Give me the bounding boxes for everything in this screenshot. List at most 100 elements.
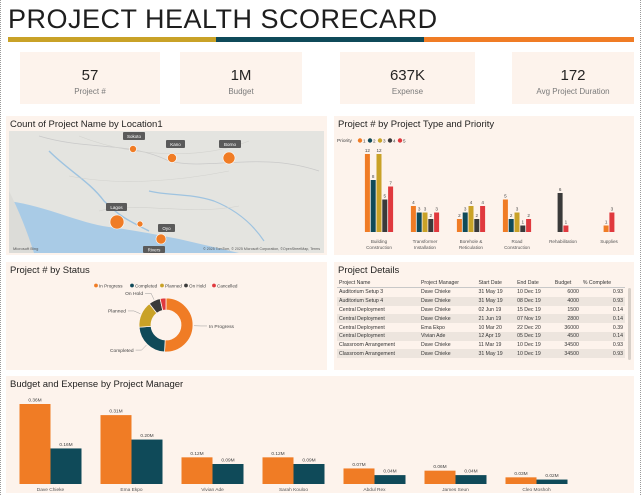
bubble-borno[interactable] — [222, 151, 236, 165]
bar-borehole-reticulation-p4[interactable] — [474, 219, 480, 232]
bar-budget-dave-chieke[interactable] — [19, 404, 51, 484]
priority-legend-dot-2[interactable] — [367, 138, 373, 143]
map-panel[interactable]: Count of Project Name by Location1 Sokot… — [6, 116, 327, 255]
table-scrollbar[interactable] — [628, 288, 631, 360]
bar-rehabilitation-p5[interactable] — [563, 225, 569, 233]
bar-building-construction-p2[interactable] — [370, 180, 376, 232]
bubble-lagos[interactable] — [109, 214, 125, 230]
budget-expense-panel[interactable]: Budget and Expense by Project Manager 0.… — [6, 376, 634, 493]
kpi-card-budget[interactable]: 1M Budget — [180, 52, 302, 104]
kpi-card-projects[interactable]: 57 Project # — [20, 52, 160, 104]
bar-data-label: 4 — [481, 200, 484, 205]
kpi-card-duration[interactable]: 172 Avg Project Duration — [512, 52, 634, 104]
table-row[interactable]: Central Deployment Vivian Ade 12 Apr 19 05 … — [337, 331, 625, 341]
col-complete[interactable]: % Complete — [580, 279, 625, 288]
col-project-manager[interactable]: Project Manager — [418, 279, 477, 288]
status-donut[interactable] — [138, 297, 194, 353]
bar-rehabilitation-p4[interactable] — [557, 193, 563, 232]
bar-budget-cleo-moshoh[interactable] — [505, 477, 537, 484]
bar-building-construction-p4[interactable] — [382, 199, 388, 233]
table-row[interactable]: Auditorium Setup 4 Dave Chieke 31 May 19 08… — [337, 296, 625, 306]
kpi-card-expense[interactable]: 637K Expense — [340, 52, 475, 104]
bar-transformer-installation-p4[interactable] — [428, 219, 434, 232]
table-row[interactable]: Central Deployment Dave Chieke 02 Jun 19 15… — [339, 306, 623, 313]
priority-legend-dot-5[interactable] — [397, 138, 403, 143]
bar-borehole-reticulation-p3[interactable] — [468, 206, 474, 232]
bar-expense-dave-chieke[interactable] — [50, 448, 82, 484]
priority-legend-dot-1[interactable] — [357, 138, 363, 143]
status-legend-dot-in-progress[interactable] — [94, 283, 98, 288]
table-row[interactable]: Classroom Arrangement Dave Chieke 11 Mar 1… — [339, 342, 623, 349]
bar-expense-sarah-kouloo[interactable] — [293, 464, 325, 484]
details-table-wrap[interactable]: Project Name Project Manager Start Date … — [337, 279, 627, 368]
bar-expense-ema-ekpo[interactable] — [131, 439, 163, 484]
col-end-date[interactable]: End Date — [515, 279, 553, 288]
priority-legend-dot-4[interactable] — [387, 138, 393, 143]
bar-road-construction-p4[interactable] — [520, 225, 526, 233]
bar-road-construction-p1[interactable] — [502, 199, 508, 233]
map-attribution[interactable]: © 2025 TomTom, © 2025 Microsoft Corporat… — [203, 247, 320, 251]
label-oyo: Oyo — [162, 226, 171, 231]
donut-slice-cancelled[interactable] — [159, 297, 167, 311]
bar-road-construction-p2[interactable] — [508, 219, 514, 232]
col-start-date[interactable]: Start Date — [476, 279, 516, 288]
donut-slice-in-progress[interactable] — [164, 297, 194, 353]
bar-expense-james-seun[interactable] — [455, 475, 487, 484]
status-legend[interactable]: In Progress Completed Planned On Hold Cancel… — [94, 283, 238, 288]
type-priority-panel[interactable]: Project # by Project Type and Priority P… — [334, 116, 634, 255]
bubble-kano[interactable] — [167, 153, 177, 163]
bubble-oyo[interactable] — [155, 233, 167, 245]
table-row[interactable]: Central Deployment Dave Chieke 21 Jun 19 07… — [337, 314, 625, 324]
table-row[interactable]: Auditorium Setup 3 Dave Chieke 31 May 19 10… — [339, 289, 623, 296]
bar-borehole-reticulation-p1[interactable] — [456, 219, 462, 232]
status-panel[interactable]: Project # by Status In Progress Completed… — [6, 262, 327, 370]
bar-transformer-installation-p5[interactable] — [434, 212, 440, 233]
map-visual[interactable]: Sokoto Kano Borno Lagos Oyo Rivers Micro… — [9, 131, 324, 253]
bar-budget-sarah-kouloo[interactable] — [262, 457, 294, 484]
bar-supplies-p1[interactable] — [603, 225, 609, 233]
bar-building-construction-p1[interactable] — [364, 154, 370, 232]
table-row[interactable]: Central Deployment Ema Ekpo 10 Mar 20 22 De… — [339, 324, 623, 331]
bubble-oyo-a[interactable] — [136, 220, 144, 228]
table-row[interactable]: Classroom Arrangement Dave Chieke 31 May 1… — [337, 349, 625, 359]
details-panel[interactable]: Project Details Project Name Project Man… — [334, 262, 634, 370]
details-table[interactable]: Project Name Project Manager Start Date … — [337, 279, 625, 359]
bar-borehole-reticulation-p5[interactable] — [480, 206, 486, 232]
priority-legend[interactable]: 1 2 3 4 5 — [357, 138, 406, 144]
bar-transformer-installation-p2[interactable] — [416, 212, 422, 233]
bar-building-construction-p3[interactable] — [376, 154, 382, 232]
status-legend-dot-on-hold[interactable] — [184, 283, 188, 288]
bar-building-construction-p5[interactable] — [388, 186, 394, 233]
budget-expense-chart[interactable]: 0.36M 0.16M Dave Chieke 0.31M 0.20M Ema Ekpo 0… — [6, 376, 634, 493]
bar-data-label: 0.16M — [59, 442, 72, 448]
col-project-name[interactable]: Project Name — [337, 279, 419, 288]
bar-budget-abdul-rex[interactable] — [343, 468, 375, 484]
bar-supplies-p5[interactable] — [609, 212, 615, 233]
map-bubbles[interactable] — [109, 145, 236, 254]
status-legend-dot-completed[interactable] — [130, 283, 134, 288]
bubble-sokoto[interactable] — [129, 145, 137, 153]
manager-label: Ema Ekpo — [120, 487, 142, 493]
bar-road-construction-p3[interactable] — [514, 212, 520, 233]
bar-budget-ema-ekpo[interactable] — [100, 415, 132, 484]
bar-data-label: 7 — [389, 181, 392, 186]
col-budget[interactable]: Budget — [552, 279, 581, 288]
bar-expense-cleo-moshoh[interactable] — [536, 479, 568, 484]
bar-budget-james-seun[interactable] — [424, 470, 456, 484]
donut-slice-completed[interactable] — [138, 325, 166, 353]
bar-road-construction-p5[interactable] — [526, 219, 532, 232]
bar-borehole-reticulation-p2[interactable] — [462, 212, 468, 233]
category-label: Installation — [414, 245, 436, 250]
bar-expense-abdul-rex[interactable] — [374, 475, 406, 484]
bar-budget-vivian-ade[interactable] — [181, 457, 213, 484]
bar-transformer-installation-p1[interactable] — [410, 206, 416, 232]
bar-expense-vivian-ade[interactable] — [212, 464, 244, 484]
bar-transformer-installation-p3[interactable] — [422, 212, 428, 233]
status-chart[interactable]: In Progress Completed Planned On Hold Cancel… — [6, 262, 327, 370]
status-legend-dot-planned[interactable] — [160, 283, 164, 288]
status-legend-dot-cancelled[interactable] — [212, 283, 216, 288]
budget-expense-bars[interactable]: 0.36M 0.16M Dave Chieke 0.31M 0.20M Ema Ekpo 0… — [19, 398, 568, 494]
priority-legend-dot-3[interactable] — [377, 138, 383, 143]
